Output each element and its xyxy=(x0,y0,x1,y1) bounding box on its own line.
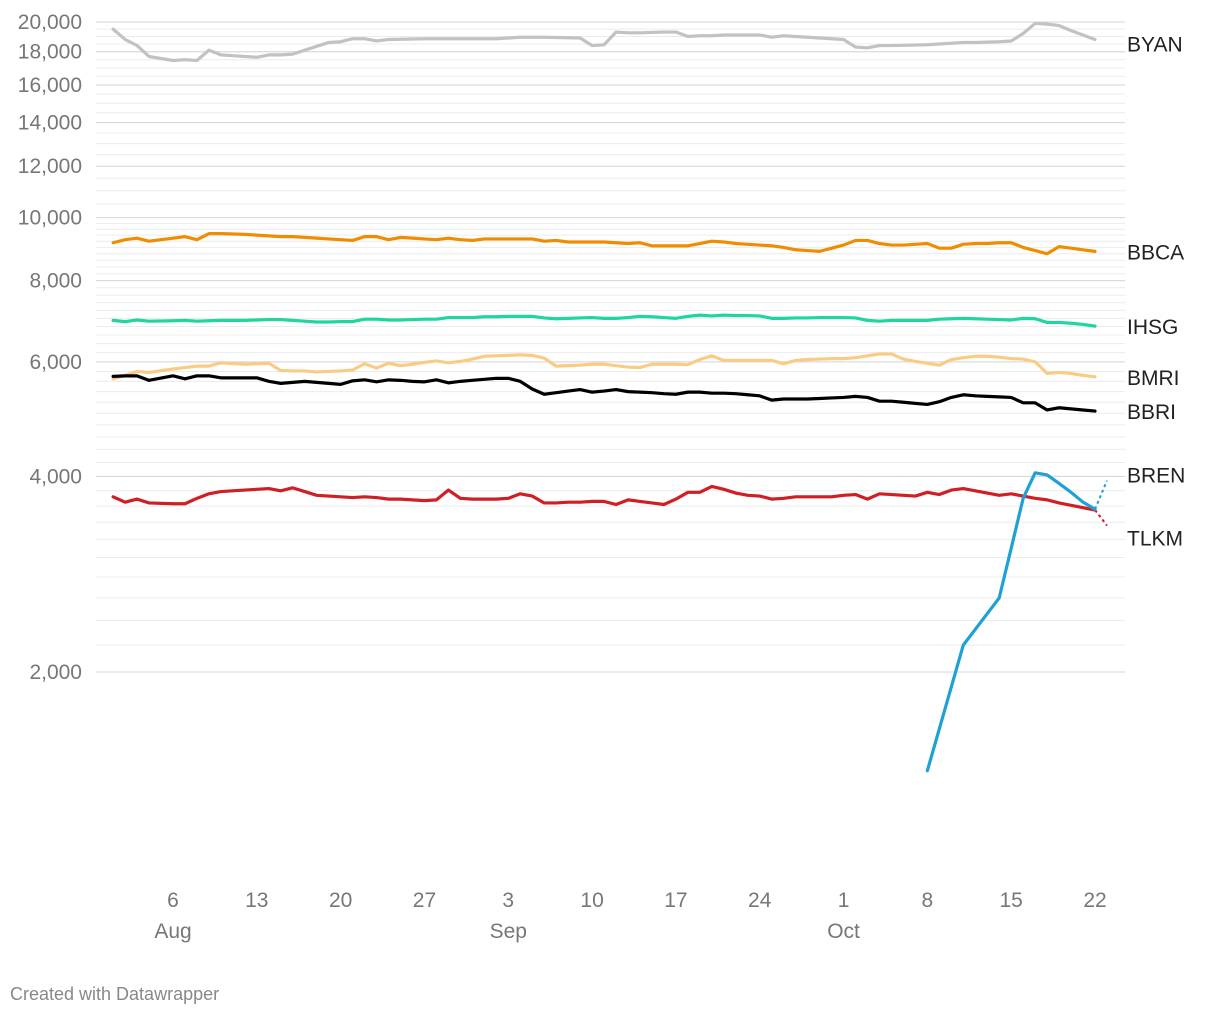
series-label-bren: BREN xyxy=(1127,465,1185,488)
y-tick-label: 8,000 xyxy=(29,270,82,293)
x-month-label: Sep xyxy=(490,920,527,943)
series-label-byan: BYAN xyxy=(1127,33,1183,56)
series-label-tlkm: TLKM xyxy=(1127,528,1183,551)
line-chart: 20,00018,00016,00014,00012,00010,0008,00… xyxy=(18,11,1186,943)
y-axis: 20,000 18,000 16,000 14,000 12,000 10,000 8,00… xyxy=(18,11,82,684)
x-tick-label: 13 xyxy=(245,889,268,912)
y-tick-label: 16,000 xyxy=(18,74,82,97)
series-line-tlkm xyxy=(111,484,1097,512)
x-tick-label: 17 xyxy=(664,889,687,912)
series-line-bmri xyxy=(111,352,1097,381)
series-label-bmri: BMRI xyxy=(1127,367,1180,390)
x-tick-label: 20 xyxy=(329,889,352,912)
series-lines xyxy=(111,21,1108,773)
major-gridlines xyxy=(96,21,1125,673)
series-line-bbri xyxy=(111,374,1097,413)
minor-gridlines xyxy=(96,28,1125,646)
series-label-bbri: BBRI xyxy=(1127,401,1176,424)
x-tick-label: 27 xyxy=(413,889,436,912)
y-tick-label: 10,000 xyxy=(18,207,82,230)
x-tick-label: 24 xyxy=(748,889,772,912)
x-tick-label: 3 xyxy=(502,889,514,912)
x-tick-label: 15 xyxy=(1000,889,1023,912)
y-tick-label: 12,000 xyxy=(18,155,82,178)
x-tick-label: 6 xyxy=(167,889,179,912)
series-projection-bren xyxy=(1094,480,1108,510)
y-tick-label: 2,000 xyxy=(29,661,82,684)
series-line-bren xyxy=(925,471,1097,773)
series-line-ihsg xyxy=(111,313,1097,328)
series-projection-tlkm xyxy=(1094,509,1108,527)
x-axis: 6 Aug 13 20 27 3 Sep 10 17 24 1 Oct 8 15 22 xyxy=(154,889,1106,943)
x-tick-label: 8 xyxy=(922,889,934,912)
series-line-bbca xyxy=(111,232,1097,256)
x-month-label: Aug xyxy=(154,920,191,943)
x-tick-label: 22 xyxy=(1083,889,1106,912)
series-label-bbca: BBCA xyxy=(1127,241,1184,264)
y-tick-label: 14,000 xyxy=(18,112,82,135)
x-tick-label: 1 xyxy=(838,889,850,912)
y-tick-label: 4,000 xyxy=(29,465,82,488)
y-tick-label: 18,000 xyxy=(18,41,82,64)
series-line-byan xyxy=(111,21,1097,63)
series-labels: BYAN BBCA IHSG BMRI BBRI BREN TLKM xyxy=(1127,33,1185,550)
y-tick-label: 20,000 xyxy=(18,11,82,34)
x-month-label: Oct xyxy=(827,920,860,943)
series-label-ihsg: IHSG xyxy=(1127,316,1178,339)
y-tick-label: 6,000 xyxy=(29,351,82,374)
x-tick-label: 10 xyxy=(580,889,603,912)
credit-text: Created with Datawrapper xyxy=(10,984,220,1004)
